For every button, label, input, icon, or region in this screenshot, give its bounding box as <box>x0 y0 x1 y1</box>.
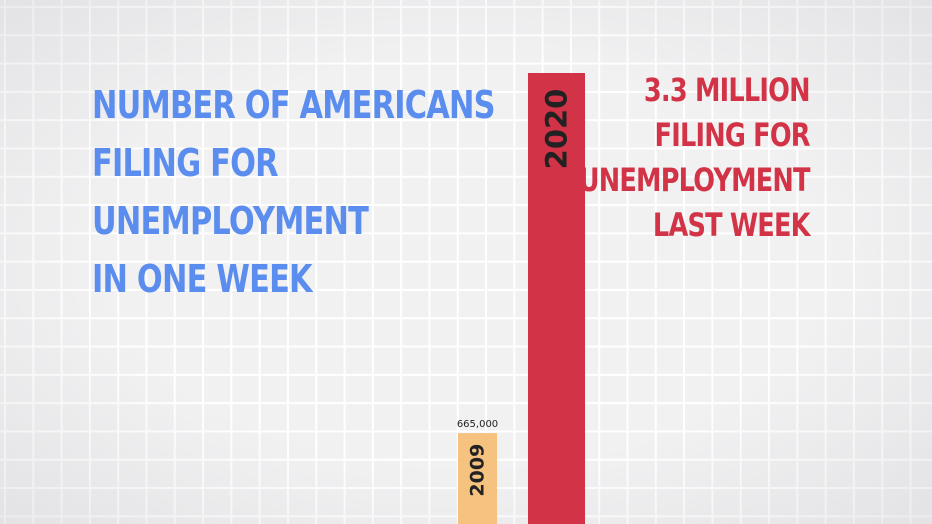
callout-line-1: 3.3 MILLION <box>644 71 811 109</box>
title-line-1: NUMBER OF AMERICANS <box>92 83 496 127</box>
callout-line-2: FILING FOR <box>654 116 811 154</box>
bar-category-label-2020: 2020 <box>540 89 574 170</box>
bar-value-label-2009: 665,000 <box>457 419 498 430</box>
callout-line-3: UNEMPLOYMENT <box>579 161 811 199</box>
title-line-4: IN ONE WEEK <box>92 257 313 301</box>
title-line-3: UNEMPLOYMENT <box>92 199 369 243</box>
bar-2020 <box>528 73 585 524</box>
callout-line-4: LAST WEEK <box>653 206 811 244</box>
title-line-2: FILING FOR <box>92 141 279 185</box>
bar-category-label-2009: 2009 <box>467 444 489 497</box>
callout-annotation: 3.3 MILLION FILING FOR UNEMPLOYMENT LAST… <box>579 68 811 248</box>
chart-title: NUMBER OF AMERICANS FILING FOR UNEMPLOYM… <box>92 76 496 308</box>
bar-2009 <box>458 433 497 524</box>
